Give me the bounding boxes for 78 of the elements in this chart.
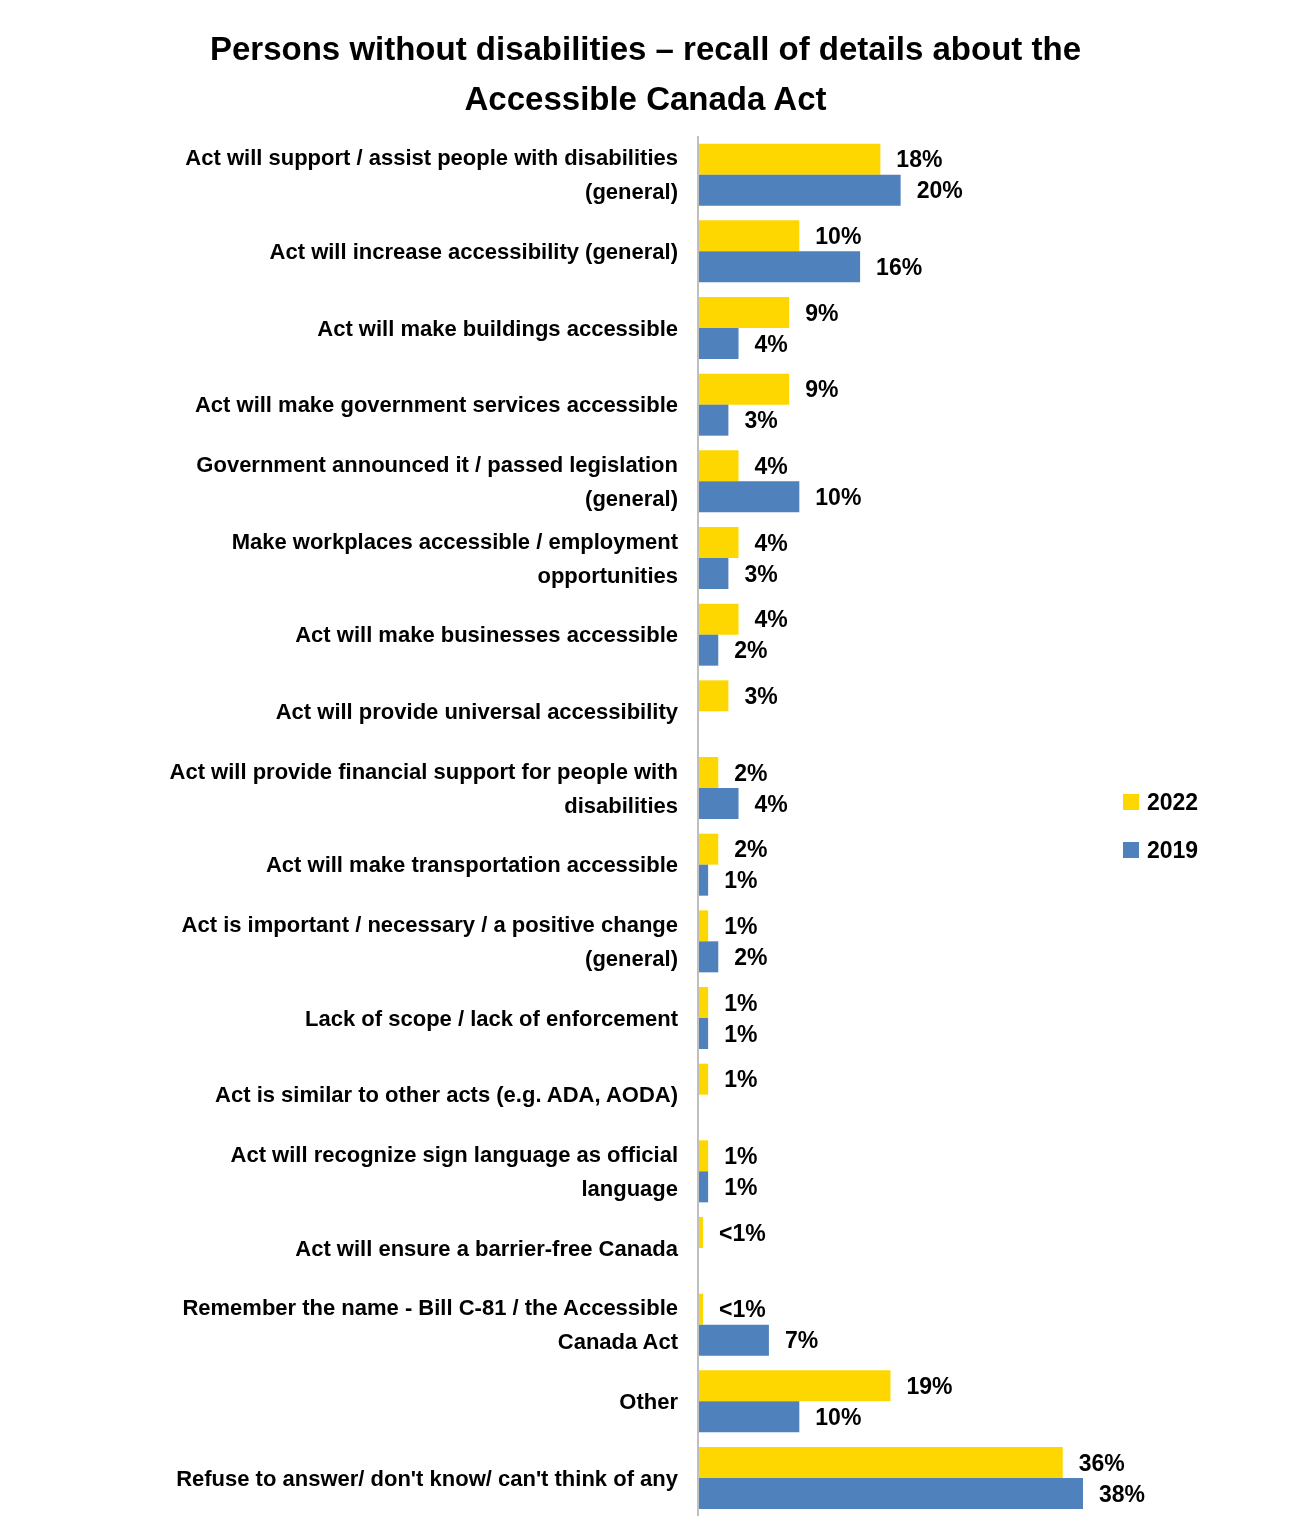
- legend-label: 2019: [1147, 836, 1199, 865]
- y-tick-label: Act will support / assist people with disabilities (general): [185, 144, 678, 204]
- data-label: 2%: [734, 759, 768, 786]
- bar: [698, 788, 739, 819]
- data-label: 1%: [724, 913, 758, 939]
- bar: [698, 1324, 769, 1356]
- y-tick-label: Government announced it / passed legislation (general): [196, 451, 678, 511]
- data-label: 1%: [724, 1174, 758, 1200]
- data-label: 1%: [724, 1020, 758, 1047]
- bar: [698, 143, 881, 175]
- data-label: 10%: [815, 484, 862, 510]
- data-label: 9%: [805, 376, 839, 403]
- bar: [698, 373, 790, 405]
- data-label: 1%: [724, 989, 758, 1016]
- data-label: 3%: [744, 407, 778, 434]
- data-label: 3%: [744, 683, 778, 709]
- y-tick-label: Act will make transportation accessible: [265, 851, 678, 877]
- data-label: 9%: [805, 299, 839, 326]
- y-tick-label: Act is similar to other acts (e.g. ADA, AODA): [215, 1081, 678, 1107]
- chart-title: Persons without disabilities – recall of details about the Accessible Canada Act: [209, 29, 1082, 119]
- y-tick-label: Refuse to answer/ don't know/ can't think of any: [176, 1465, 679, 1491]
- data-label: 7%: [784, 1327, 819, 1354]
- data-label: 4%: [754, 606, 788, 633]
- bar: [698, 1447, 1063, 1478]
- bar: [698, 1478, 1083, 1509]
- y-tick-label: Make workplaces accessible / employment opportunities: [231, 528, 679, 588]
- data-label: 10%: [815, 1404, 862, 1430]
- bar: [698, 603, 739, 635]
- y-tick-label: Act will make businesses accessible: [295, 621, 678, 647]
- data-label: 4%: [754, 453, 788, 479]
- bar: [698, 174, 901, 206]
- bar: [698, 527, 739, 558]
- bar: [698, 297, 790, 328]
- data-label: 1%: [724, 867, 758, 894]
- data-label: 2%: [734, 836, 768, 863]
- bar: [698, 833, 719, 865]
- data-label: 1%: [724, 1066, 758, 1093]
- data-label: 16%: [876, 254, 923, 280]
- data-label: 18%: [896, 146, 943, 173]
- bar: [698, 1401, 800, 1433]
- y-tick-label: Remember the name - Bill C-81 / the Accessible Canada Act: [182, 1294, 679, 1354]
- bar: [698, 757, 719, 788]
- y-tick-label: Act will make buildings accessible: [317, 315, 678, 341]
- bar: [698, 680, 729, 712]
- data-label: 38%: [1099, 1480, 1146, 1507]
- y-tick-label: Act is important / necessary / a positive change (general): [181, 911, 678, 971]
- bar: [698, 404, 729, 436]
- y-tick-label: Act will provide financial support for people with disabilities: [169, 758, 678, 818]
- bar: [698, 450, 739, 482]
- data-label: 4%: [754, 330, 788, 357]
- bar: [698, 251, 861, 283]
- data-label: 1%: [724, 1143, 758, 1169]
- data-label: 19%: [906, 1373, 953, 1399]
- y-tick-label: Other: [619, 1388, 679, 1414]
- bar: [698, 220, 800, 252]
- bar: [698, 1370, 891, 1402]
- bar: [698, 481, 800, 513]
- data-label: 3%: [744, 560, 778, 587]
- data-label: <1%: [719, 1296, 766, 1323]
- legend-label: 2022: [1147, 788, 1199, 817]
- data-label: 4%: [754, 790, 788, 817]
- data-label: 4%: [754, 529, 788, 556]
- y-tick-label: Act will make government services accessible: [194, 391, 678, 417]
- data-label: <1%: [719, 1219, 766, 1246]
- y-tick-label: Act will provide universal accessibility: [275, 698, 679, 724]
- y-tick-label: Act will ensure a barrier-free Canada: [295, 1235, 679, 1261]
- data-label: 20%: [916, 177, 963, 204]
- data-label: 36%: [1078, 1449, 1125, 1476]
- bar: [698, 941, 719, 973]
- data-label: 2%: [734, 637, 768, 664]
- bar: [698, 328, 739, 359]
- y-tick-label: Lack of scope / lack of enforcement: [305, 1005, 679, 1031]
- data-label: 10%: [815, 223, 862, 249]
- bar: [698, 634, 719, 666]
- bar: [698, 558, 729, 589]
- y-tick-label: Act will increase accessibility (general): [269, 238, 678, 264]
- data-label: 2%: [734, 944, 768, 970]
- y-tick-label: Act will recognize sign language as official language: [230, 1141, 678, 1201]
